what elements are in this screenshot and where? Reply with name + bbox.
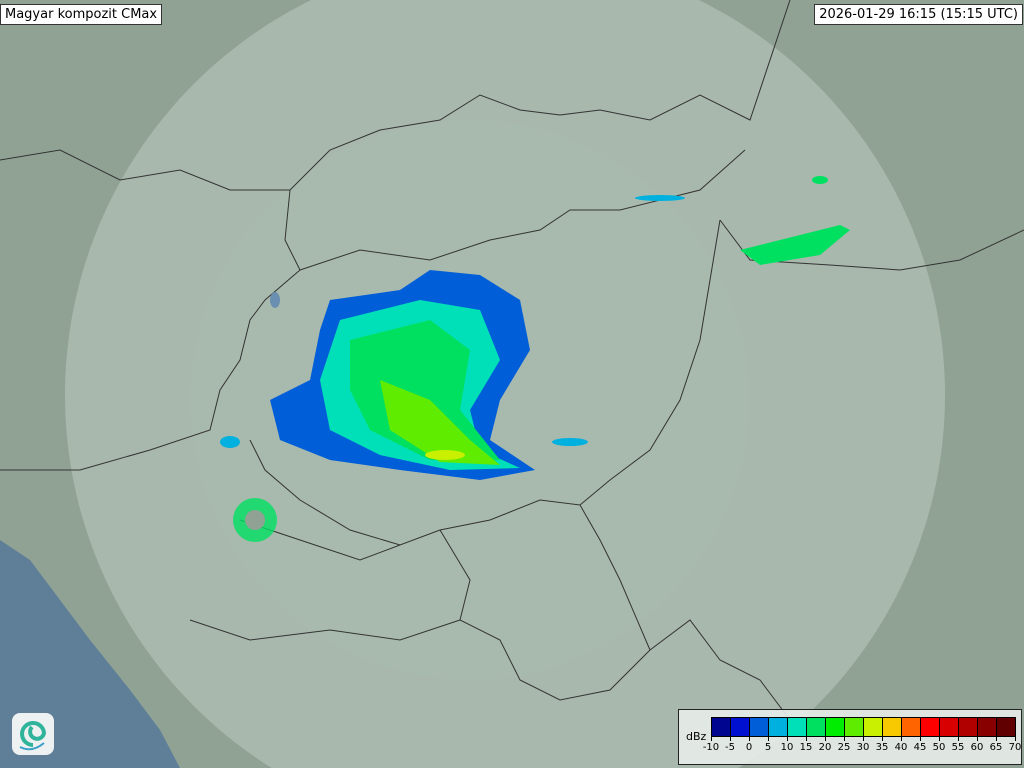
legend-tick-mark [749, 736, 750, 741]
legend-tick-label: -10 [702, 742, 720, 753]
legend-tick-mark [882, 736, 883, 741]
legend-tick-label: 55 [951, 742, 965, 753]
legend-swatch [712, 718, 731, 736]
legend-tick-mark [825, 736, 826, 741]
legend-swatch [864, 718, 883, 736]
legend-tick-mark [768, 736, 769, 741]
legend-unit: dBz [686, 730, 707, 743]
legend-tick-label: 70 [1008, 742, 1022, 753]
swirl-logo-icon [19, 721, 47, 751]
legend-swatch [883, 718, 902, 736]
legend-swatch [826, 718, 845, 736]
legend-tick-label: 20 [818, 742, 832, 753]
legend-tick-mark [977, 736, 978, 741]
legend-tick-label: -5 [725, 742, 735, 753]
legend-tick-mark [844, 736, 845, 741]
legend-tick-label: 45 [913, 742, 927, 753]
legend-tick-label: 10 [780, 742, 794, 753]
legend-tick-label: 25 [837, 742, 851, 753]
legend-tick-label: 50 [932, 742, 946, 753]
radar-echoes [220, 176, 850, 542]
legend-tick-label: 65 [989, 742, 1003, 753]
legend-swatch [807, 718, 826, 736]
legend-swatch [940, 718, 959, 736]
legend-tick-mark [1015, 736, 1016, 741]
legend-tick-label: 35 [875, 742, 889, 753]
legend-tick-mark [958, 736, 959, 741]
legend-swatch [731, 718, 750, 736]
omsz-logo[interactable] [12, 713, 54, 755]
legend-swatch [845, 718, 864, 736]
legend-tick-label: 15 [799, 742, 813, 753]
legend-tick-mark [806, 736, 807, 741]
legend-tick-mark [863, 736, 864, 741]
legend-ticks: -10 -5 0 5 10 15 20 25 30 35 40 45 50 55 60 65 70 [703, 736, 1021, 760]
legend-color-bar [711, 717, 1016, 737]
legend-swatch [788, 718, 807, 736]
legend-swatch [997, 718, 1015, 736]
legend-tick-mark [730, 736, 731, 741]
legend-swatch [750, 718, 769, 736]
legend-swatch [978, 718, 997, 736]
legend-tick-mark [787, 736, 788, 741]
legend-tick-label: 60 [970, 742, 984, 753]
dbz-legend: dBz -10 -5 0 5 10 15 20 25 30 35 40 45 50 55 60 65 70 [678, 709, 1022, 765]
legend-tick-label: 5 [764, 742, 772, 753]
legend-tick-label: 30 [856, 742, 870, 753]
legend-swatch [902, 718, 921, 736]
legend-swatch [959, 718, 978, 736]
legend-tick-mark [939, 736, 940, 741]
legend-tick-mark [711, 736, 712, 741]
legend-tick-mark [901, 736, 902, 741]
sea-adriatic [0, 540, 180, 768]
legend-swatch [921, 718, 940, 736]
timestamp-label: 2026-01-29 16:15 (15:15 UTC) [814, 4, 1023, 25]
legend-tick-mark [996, 736, 997, 741]
legend-tick-label: 40 [894, 742, 908, 753]
legend-tick-label: 0 [745, 742, 753, 753]
product-title: Magyar kompozit CMax [0, 4, 163, 25]
legend-swatch [769, 718, 788, 736]
legend-tick-mark [920, 736, 921, 741]
